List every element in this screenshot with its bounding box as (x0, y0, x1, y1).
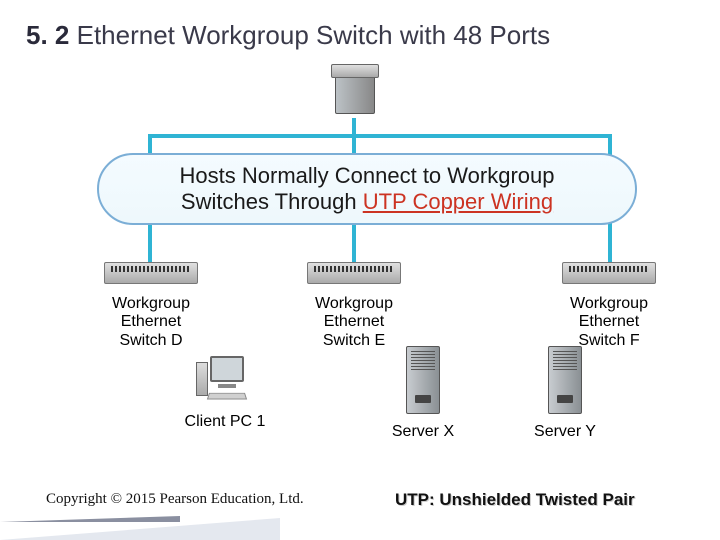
switch-e-label: Workgroup Ethernet Switch E (307, 295, 401, 350)
switch-d-label: Workgroup Ethernet Switch D (104, 295, 198, 350)
net-horizontal-bus (148, 134, 612, 138)
server-x-group: Server X (388, 346, 458, 441)
switch-f-group: Workgroup Ethernet Switch F (562, 262, 656, 350)
server-icon (406, 346, 440, 414)
core-switch-icon (331, 64, 377, 116)
pc-icon (196, 356, 254, 404)
switch-icon (104, 262, 198, 284)
section-number: 5. 2 (26, 20, 69, 50)
server-y-label: Server Y (530, 423, 600, 441)
slide-title: 5. 2 Ethernet Workgroup Switch with 48 P… (26, 20, 550, 51)
server-icon (548, 346, 582, 414)
copyright-text: Copyright © 2015 Pearson Education, Ltd. (38, 485, 312, 514)
switch-icon (562, 262, 656, 284)
switch-icon (307, 262, 401, 284)
client-pc-label: Client PC 1 (180, 413, 270, 431)
callout-box: Hosts Normally Connect to Workgroup Swit… (97, 153, 637, 225)
client-pc-group: Client PC 1 (180, 356, 270, 431)
callout-accent: UTP Copper Wiring (363, 189, 553, 214)
decorative-triangle-dark (0, 516, 180, 522)
server-x-label: Server X (388, 423, 458, 441)
switch-d-group: Workgroup Ethernet Switch D (104, 262, 198, 350)
utp-footnote: UTP: Unshielded Twisted Pair (395, 490, 635, 510)
switch-e-group: Workgroup Ethernet Switch E (307, 262, 401, 350)
server-y-group: Server Y (530, 346, 600, 441)
switch-f-label: Workgroup Ethernet Switch F (562, 295, 656, 350)
title-text: Ethernet Workgroup Switch with 48 Ports (77, 20, 551, 50)
callout-line2: Switches Through UTP Copper Wiring (181, 189, 553, 215)
callout-line1: Hosts Normally Connect to Workgroup (180, 163, 555, 189)
